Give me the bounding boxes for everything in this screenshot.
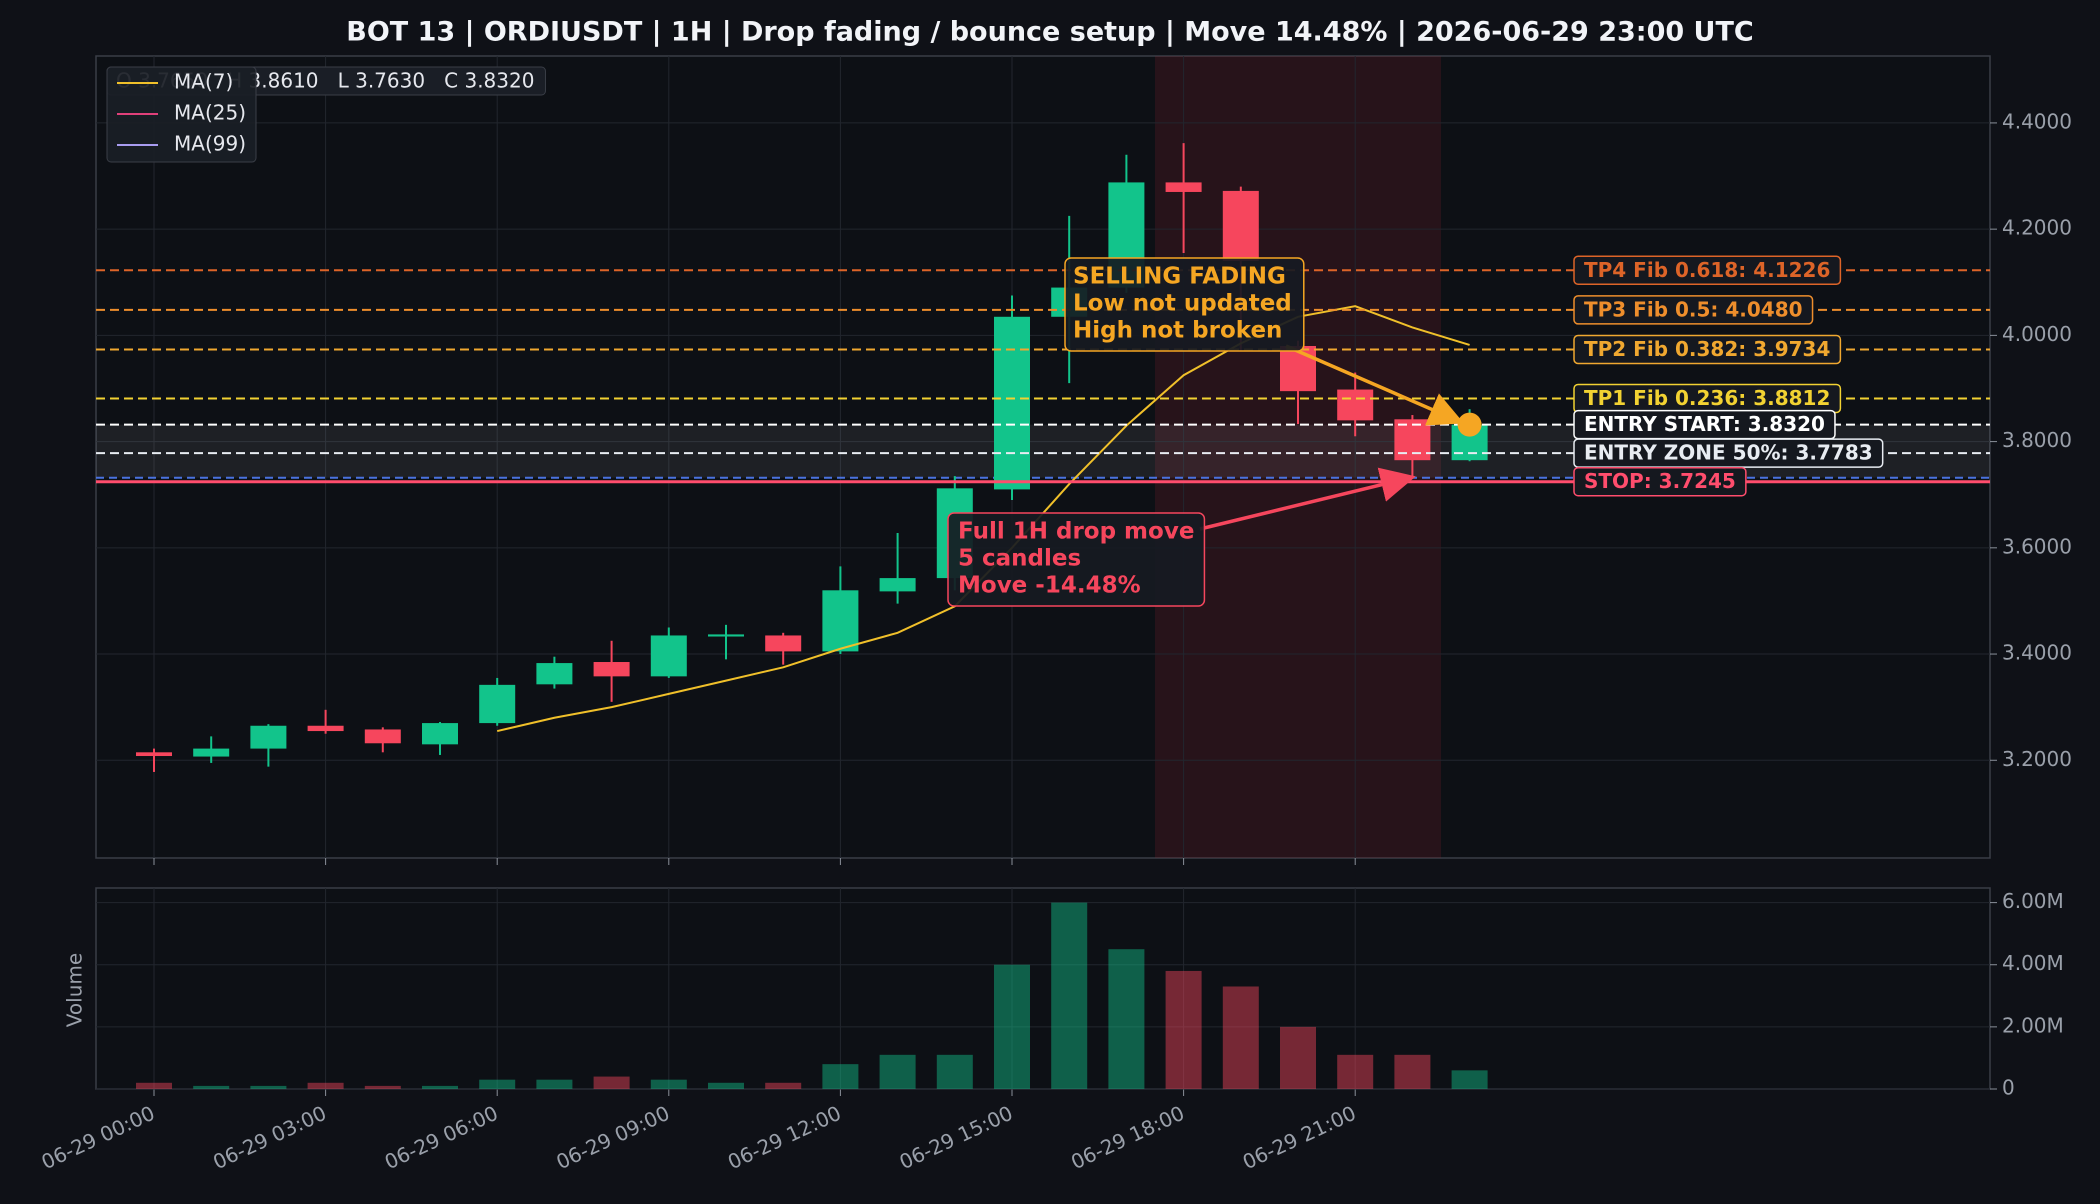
volume-bar [250, 1085, 287, 1089]
volume-bar [479, 1079, 516, 1089]
volume-panel [95, 887, 1991, 1090]
volume-bar [822, 1064, 859, 1089]
legend-label: MA(7) [174, 70, 233, 94]
volume-bar [1394, 1054, 1431, 1089]
volume-bar [708, 1082, 744, 1089]
volume-bar [994, 964, 1030, 1089]
level-label-text: ENTRY START: 3.8320 [1584, 412, 1825, 436]
level-label-box [1573, 255, 1842, 286]
candle-body [1280, 345, 1316, 392]
level-label-box [1573, 466, 1747, 497]
volume-bar [593, 1076, 630, 1089]
legend-label: MA(99) [174, 132, 246, 156]
annotation-box [1064, 257, 1305, 352]
candle-body [422, 723, 458, 745]
volume-bar [364, 1085, 401, 1089]
candle-body [136, 752, 172, 757]
volume-bar [765, 1082, 802, 1089]
level-label-box [1573, 295, 1814, 325]
y-tick-label: 0 [2002, 1076, 2015, 1100]
level-label: ENTRY START: 3.8320 [1573, 409, 1836, 440]
annotation-text: SELLING FADING [1073, 264, 1286, 290]
y-tick-label: 4.2000 [2002, 216, 2072, 240]
candle-body [822, 590, 859, 652]
candle-body [708, 634, 744, 637]
legend: MA(7) MA(25) MA(99) [106, 66, 257, 163]
y-tick-label: 4.4000 [2002, 109, 2072, 133]
level-label-box [1573, 334, 1842, 365]
volume-bar [1051, 902, 1088, 1089]
volume-bar [1280, 1026, 1316, 1089]
level-label: TP1 Fib 0.236: 3.8812 [1573, 383, 1842, 414]
level-label-text: TP1 Fib 0.236: 3.8812 [1584, 386, 1830, 410]
annotation-text: 5 candles [958, 546, 1081, 572]
volume-bar [1337, 1054, 1374, 1089]
volume-bar [307, 1082, 344, 1089]
annotation-text: High not broken [1073, 318, 1282, 344]
volume-bar [936, 1054, 973, 1089]
candle-body [250, 725, 287, 749]
volume-bar [879, 1054, 916, 1089]
level-label: TP3 Fib 0.5: 4.0480 [1573, 295, 1814, 325]
candle-body [1222, 190, 1259, 262]
volume-bar [193, 1085, 230, 1089]
candle-body [1337, 389, 1374, 421]
candle-body [307, 725, 344, 732]
candle-body [879, 578, 916, 592]
level-label-text: TP4 Fib 0.618: 4.1226 [1584, 258, 1830, 282]
legend-box [106, 66, 257, 163]
candle-body [536, 663, 573, 685]
level-label-text: STOP: 3.7245 [1584, 469, 1736, 493]
level-label-text: TP2 Fib 0.382: 3.9734 [1584, 337, 1830, 361]
volume-bar [422, 1085, 458, 1089]
volume-bar [136, 1082, 172, 1089]
volume-bar [1165, 970, 1202, 1089]
level-label: TP2 Fib 0.382: 3.9734 [1573, 334, 1842, 365]
y-tick-label: 3.6000 [2002, 534, 2072, 558]
annotation-box [947, 512, 1206, 607]
candle-body [364, 729, 401, 744]
volume-bar [1222, 986, 1259, 1089]
volume-axis-label: Volume [63, 953, 87, 1027]
candle-body [1165, 182, 1202, 192]
y-tick-label: 4.00M [2002, 951, 2064, 975]
level-label-text: TP3 Fib 0.5: 4.0480 [1584, 297, 1803, 321]
annotation-text: Full 1H drop move [958, 519, 1194, 545]
chart-title: BOT 13 | ORDIUSDT | 1H | Drop fading / b… [346, 17, 1753, 48]
annotation-text: Move -14.48% [958, 573, 1141, 599]
candle-body [994, 316, 1030, 490]
candle-body [593, 662, 630, 677]
annotation-text: Low not updated [1073, 291, 1292, 317]
candle-body [479, 684, 516, 724]
y-tick-label: 3.8000 [2002, 428, 2072, 452]
candle-body [650, 635, 687, 677]
highlight-span [1155, 56, 1441, 858]
y-tick-label: 2.00M [2002, 1013, 2064, 1037]
y-tick-label: 3.4000 [2002, 641, 2072, 665]
level-label: ENTRY ZONE 50%: 3.7783 [1573, 438, 1884, 468]
y-tick-label: 3.2000 [2002, 747, 2072, 771]
volume-bar [536, 1079, 573, 1089]
candle-body [193, 748, 230, 757]
level-label: STOP: 3.7245 [1573, 466, 1747, 497]
y-tick-label: 6.00M [2002, 889, 2064, 913]
volume-bar [1451, 1070, 1488, 1089]
legend-label: MA(25) [174, 101, 246, 125]
y-tick-label: 4.0000 [2002, 322, 2072, 346]
volume-bar [650, 1079, 687, 1089]
marker-dot [1457, 412, 1482, 437]
volume-bar [1108, 949, 1145, 1089]
candle-body [765, 635, 802, 652]
level-label: TP4 Fib 0.618: 4.1226 [1573, 255, 1842, 286]
annotation-arrow [1199, 467, 1416, 531]
level-label-text: ENTRY ZONE 50%: 3.7783 [1584, 441, 1873, 465]
annotation-arrow [1285, 344, 1465, 426]
